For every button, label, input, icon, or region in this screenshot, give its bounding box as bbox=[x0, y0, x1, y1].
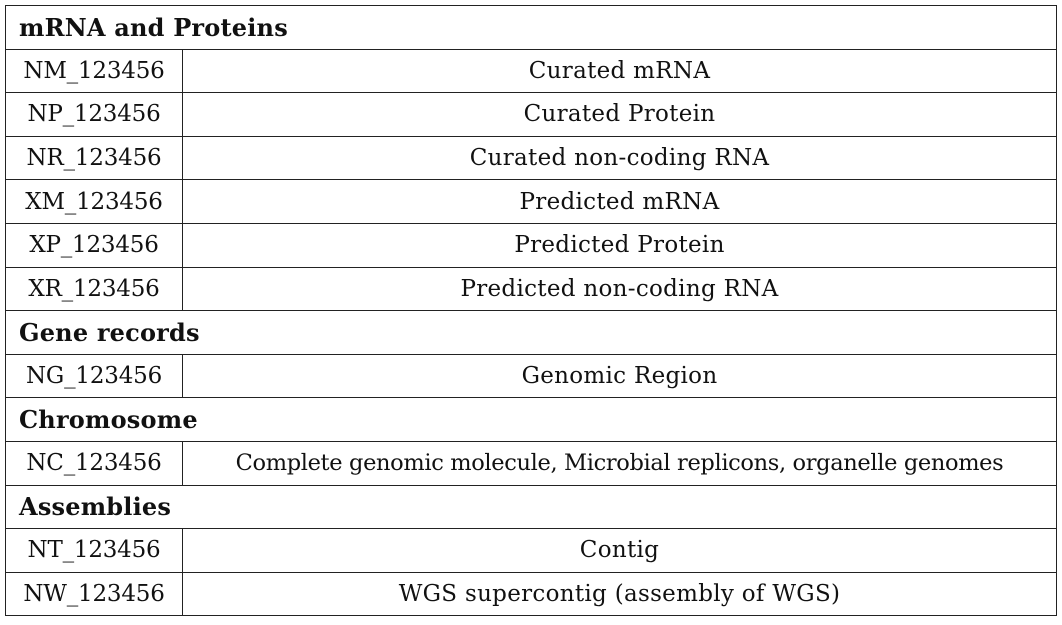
table-row: NW_123456 WGS supercontig (assembly of W… bbox=[5, 571, 1057, 617]
accession-description: Predicted mRNA bbox=[182, 179, 1057, 224]
section-title: mRNA and Proteins bbox=[5, 5, 1057, 50]
table-row: XR_123456 Predicted non-coding RNA bbox=[5, 266, 1057, 312]
table-row: NT_123456 Contig bbox=[5, 528, 1057, 573]
section-header-row: Assemblies bbox=[5, 484, 1057, 530]
section-title: Chromosome bbox=[5, 397, 1057, 442]
accession-description: Curated non-coding RNA bbox=[182, 135, 1057, 181]
accession-description: Predicted non-coding RNA bbox=[182, 266, 1057, 312]
table-row: XP_123456 Predicted Protein bbox=[5, 222, 1057, 268]
accession-prefix: NG_123456 bbox=[5, 353, 183, 399]
section-header-row: Gene records bbox=[5, 310, 1057, 355]
accession-prefix: NT_123456 bbox=[5, 528, 183, 573]
accession-description: WGS supercontig (assembly of WGS) bbox=[182, 571, 1057, 617]
accession-description: Predicted Protein bbox=[182, 222, 1057, 268]
section-title: Assemblies bbox=[5, 484, 1057, 530]
table-row: NR_123456 Curated non-coding RNA bbox=[5, 135, 1057, 181]
refseq-accession-table: mRNA and Proteins NM_123456 Curated mRNA… bbox=[5, 5, 1057, 617]
accession-description: Complete genomic molecule, Microbial rep… bbox=[182, 440, 1057, 486]
accession-prefix: NP_123456 bbox=[5, 92, 183, 137]
section-header-row: mRNA and Proteins bbox=[5, 5, 1057, 50]
accession-description: Contig bbox=[182, 528, 1057, 573]
accession-prefix: XM_123456 bbox=[5, 179, 183, 224]
table-row: NG_123456 Genomic Region bbox=[5, 353, 1057, 399]
table-row: XM_123456 Predicted mRNA bbox=[5, 179, 1057, 224]
accession-prefix: NR_123456 bbox=[5, 135, 183, 181]
accession-prefix: NC_123456 bbox=[5, 440, 183, 486]
table-row: NP_123456 Curated Protein bbox=[5, 92, 1057, 137]
accession-prefix: NM_123456 bbox=[5, 48, 183, 94]
table-row: NC_123456 Complete genomic molecule, Mic… bbox=[5, 440, 1057, 486]
accession-prefix: XP_123456 bbox=[5, 222, 183, 268]
accession-description: Curated mRNA bbox=[182, 48, 1057, 94]
section-title: Gene records bbox=[5, 310, 1057, 355]
table-row: NM_123456 Curated mRNA bbox=[5, 48, 1057, 94]
accession-description: Genomic Region bbox=[182, 353, 1057, 399]
accession-prefix: NW_123456 bbox=[5, 571, 183, 617]
section-header-row: Chromosome bbox=[5, 397, 1057, 442]
accession-description: Curated Protein bbox=[182, 92, 1057, 137]
accession-prefix: XR_123456 bbox=[5, 266, 183, 312]
